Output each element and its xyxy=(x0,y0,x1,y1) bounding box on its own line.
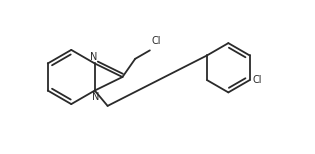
Text: N: N xyxy=(90,52,98,62)
Text: Cl: Cl xyxy=(253,75,262,85)
Text: N: N xyxy=(92,92,99,102)
Text: Cl: Cl xyxy=(152,36,161,46)
